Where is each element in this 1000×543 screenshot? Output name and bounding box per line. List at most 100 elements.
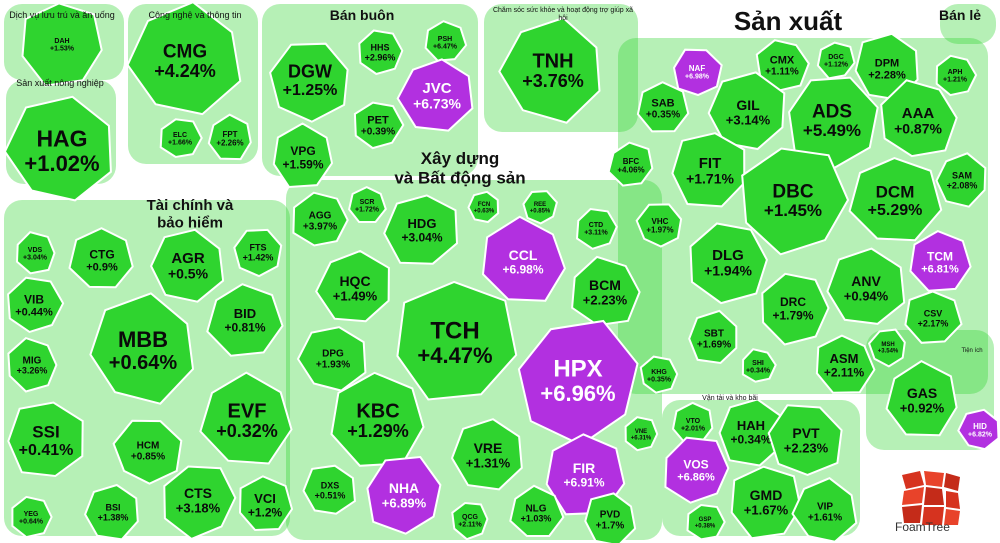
- cell-ree[interactable]: REE+0.85%: [522, 190, 559, 225]
- cell-change-cmg: +4.24%: [154, 61, 216, 81]
- cell-fir[interactable]: FIR+6.91%: [545, 433, 626, 516]
- cell-gas[interactable]: GAS+0.92%: [885, 359, 958, 437]
- cell-ticker-hcm: HCM: [137, 441, 160, 452]
- cell-shape-dxs: [302, 464, 356, 515]
- cell-hah[interactable]: HAH+0.34%: [718, 398, 783, 467]
- cell-dpg[interactable]: DPG+1.93%: [296, 326, 367, 392]
- cell-change-sbt: +1.69%: [697, 340, 731, 351]
- cell-psh[interactable]: PSH+6.47%: [424, 20, 468, 62]
- cell-tch[interactable]: TCH+4.47%: [396, 280, 518, 401]
- cell-tnh[interactable]: TNH+3.76%: [498, 16, 601, 124]
- cell-vre[interactable]: VRE+1.31%: [450, 418, 523, 491]
- cell-kbc[interactable]: KBC+1.29%: [330, 371, 425, 467]
- cell-nlg[interactable]: NLG+1.03%: [509, 484, 565, 537]
- cell-asm[interactable]: ASM+2.11%: [815, 334, 876, 394]
- cell-vhc[interactable]: VHC+1.97%: [635, 203, 683, 248]
- cell-pvd[interactable]: PVD+1.7%: [584, 492, 637, 543]
- cell-vip[interactable]: VIP+1.61%: [791, 477, 858, 543]
- cell-naf[interactable]: NAF+6.98%: [672, 48, 723, 97]
- cell-ticker-khg: KHG: [651, 369, 667, 376]
- cell-change-pvt: +2.23%: [784, 440, 829, 455]
- cell-cmg[interactable]: CMG+4.24%: [126, 1, 242, 116]
- cell-vci[interactable]: VCI+1.2%: [238, 475, 294, 532]
- cell-ssi[interactable]: SSI+0.41%: [7, 401, 84, 478]
- cell-scr[interactable]: SCR+1.72%: [348, 185, 387, 223]
- cell-shi[interactable]: SHI+0.34%: [741, 348, 777, 383]
- cell-anv[interactable]: ANV+0.94%: [826, 247, 906, 325]
- cell-fpt[interactable]: FPT+2.26%: [207, 113, 252, 161]
- cell-bid[interactable]: BID+0.81%: [206, 283, 284, 357]
- cell-yeg[interactable]: YEG+0.64%: [11, 495, 53, 539]
- cell-dgw[interactable]: DGW+1.25%: [269, 42, 349, 123]
- cell-dah[interactable]: DAH+1.53%: [21, 2, 103, 87]
- cell-bcm[interactable]: BCM+2.23%: [571, 255, 641, 327]
- cell-msh[interactable]: MSH+3.54%: [867, 328, 906, 368]
- cell-nha[interactable]: NHA+6.89%: [366, 455, 442, 535]
- cell-cts[interactable]: CTS+3.18%: [163, 465, 237, 541]
- cell-dgc[interactable]: DGC+1.12%: [816, 41, 856, 80]
- cell-ticker-anv: ANV: [851, 273, 881, 289]
- cell-hhs[interactable]: HHS+2.96%: [358, 29, 404, 76]
- cell-vne[interactable]: VNE+6.31%: [624, 416, 659, 452]
- cell-bfc[interactable]: BFC+4.06%: [607, 141, 654, 187]
- cell-khg[interactable]: KHG+0.35%: [639, 355, 679, 394]
- cell-vib[interactable]: VIB+0.44%: [7, 276, 65, 333]
- cell-dcm[interactable]: DCM+5.29%: [848, 157, 943, 242]
- cell-change-hhs: +2.96%: [365, 53, 396, 63]
- cell-shape-mbb: [89, 292, 195, 405]
- cell-aph[interactable]: APH+1.21%: [935, 54, 978, 97]
- cell-qcg[interactable]: QCG+2.11%: [451, 501, 489, 541]
- cell-ccl[interactable]: CCL+6.98%: [481, 215, 567, 302]
- cell-change-gil: +3.14%: [726, 112, 771, 127]
- cell-fts[interactable]: FTS+1.42%: [233, 228, 283, 278]
- cell-shape-vhc: [635, 203, 683, 248]
- cell-hag[interactable]: HAG+1.02%: [3, 95, 112, 202]
- cell-ctd[interactable]: CTD+3.11%: [575, 207, 618, 250]
- cell-ads[interactable]: ADS+5.49%: [788, 76, 879, 170]
- cell-hcm[interactable]: HCM+0.85%: [112, 419, 183, 485]
- cell-gsp[interactable]: GSP+0.38%: [686, 503, 726, 541]
- cell-ticker-hpx: HPX: [553, 356, 602, 383]
- cell-drc[interactable]: DRC+1.79%: [761, 272, 830, 346]
- cell-dlg[interactable]: DLG+1.94%: [689, 222, 768, 305]
- cell-ticker-sbt: SBT: [704, 329, 724, 340]
- cell-pvt[interactable]: PVT+2.23%: [767, 404, 843, 476]
- cell-ctg[interactable]: CTG+0.9%: [68, 227, 134, 289]
- cell-aaa[interactable]: AAA+0.87%: [880, 79, 958, 158]
- cell-vos[interactable]: VOS+6.86%: [664, 436, 730, 504]
- cell-evf[interactable]: EVF+0.32%: [199, 371, 293, 465]
- cell-agg[interactable]: AGG+3.97%: [292, 191, 349, 247]
- cell-sam[interactable]: SAM+2.08%: [935, 152, 987, 208]
- cell-agr[interactable]: AGR+0.5%: [149, 228, 225, 303]
- cell-hqc[interactable]: HQC+1.49%: [315, 249, 390, 323]
- cell-fit[interactable]: FIT+1.71%: [671, 132, 746, 208]
- cell-tcm[interactable]: TCM+6.81%: [909, 229, 972, 292]
- cell-change-mbb: +0.64%: [109, 352, 178, 374]
- cell-hid[interactable]: HID+6.82%: [957, 408, 1000, 451]
- cell-hdg[interactable]: HDG+3.04%: [383, 194, 459, 265]
- cell-ticker-elc: ELC: [173, 132, 187, 139]
- cell-ticker-ccl: CCL: [509, 247, 538, 263]
- cell-mbb[interactable]: MBB+0.64%: [89, 292, 195, 405]
- cell-vds[interactable]: VDS+3.04%: [15, 230, 56, 275]
- cell-vpg[interactable]: VPG+1.59%: [272, 122, 334, 189]
- cell-mig[interactable]: MIG+3.26%: [7, 336, 58, 393]
- cell-dbc[interactable]: DBC+1.45%: [741, 147, 850, 256]
- cell-elc[interactable]: ELC+1.66%: [159, 118, 203, 159]
- cell-fcn[interactable]: FCN+0.63%: [467, 190, 500, 224]
- cell-jvc[interactable]: JVC+6.73%: [396, 58, 474, 132]
- cell-change-dgw: +1.25%: [283, 82, 338, 99]
- cell-dxs[interactable]: DXS+0.51%: [302, 464, 356, 515]
- cell-ticker-cmg: CMG: [163, 41, 207, 62]
- cell-cmx[interactable]: CMX+1.11%: [755, 39, 810, 92]
- cell-csv[interactable]: CSV+2.17%: [904, 290, 963, 344]
- cell-shape-khg: [639, 355, 679, 394]
- cell-gil[interactable]: GIL+3.14%: [707, 71, 786, 151]
- cell-bsi[interactable]: BSI+1.38%: [83, 483, 139, 541]
- cell-sab[interactable]: SAB+0.35%: [636, 81, 690, 133]
- cell-hpx[interactable]: HPX+6.96%: [517, 319, 639, 447]
- cell-sbt[interactable]: SBT+1.69%: [688, 309, 738, 365]
- cell-pet[interactable]: PET+0.39%: [353, 101, 405, 150]
- cell-change-vci: +1.2%: [248, 505, 283, 519]
- cell-ticker-vre: VRE: [474, 440, 503, 456]
